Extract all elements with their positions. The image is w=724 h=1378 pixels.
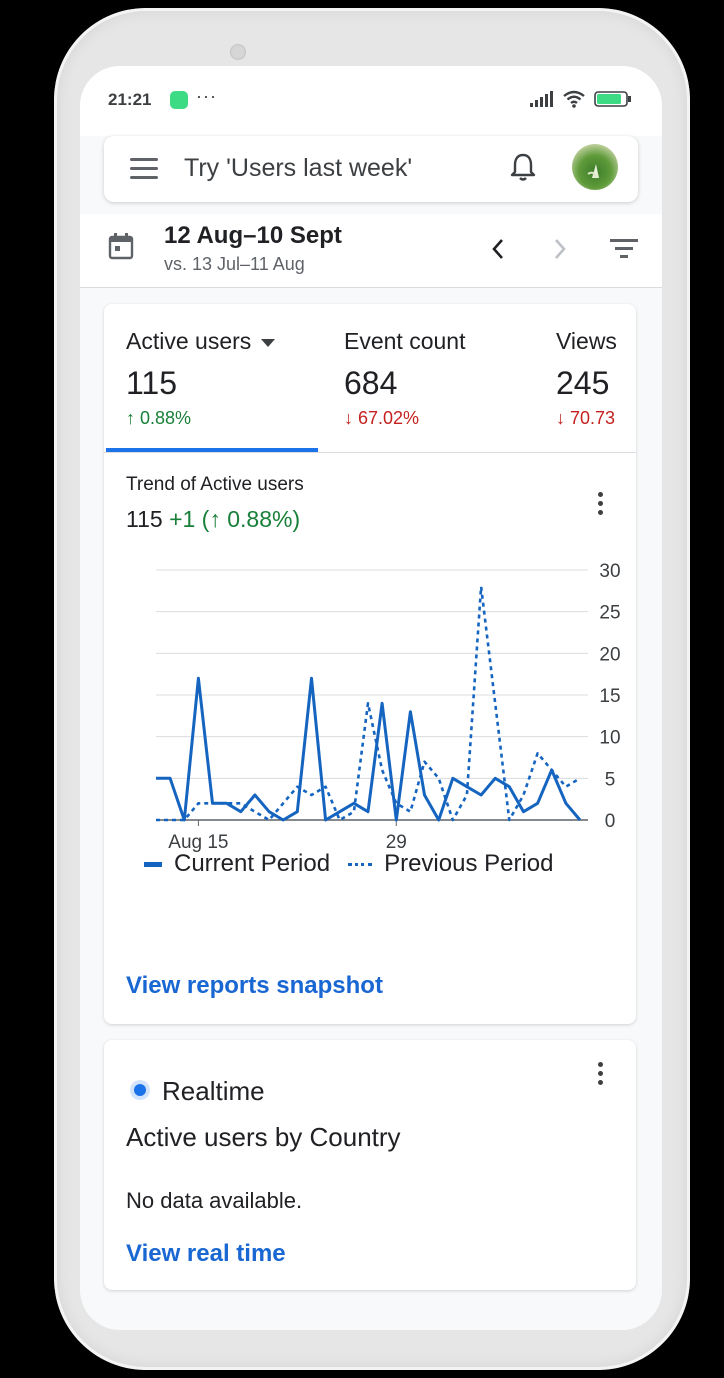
legend-current-period: Current Period bbox=[174, 850, 331, 877]
legend-previous-period: Previous Period bbox=[384, 850, 554, 877]
date-range-bar: 12 Aug–10 Sept vs. 13 Jul–11 Aug bbox=[80, 214, 662, 288]
chevron-right-icon[interactable] bbox=[550, 236, 570, 262]
front-camera bbox=[230, 44, 246, 60]
search-input[interactable]: Try 'Users last week' bbox=[184, 154, 413, 182]
trend-delta: +1 (↑ 0.88%) bbox=[169, 506, 301, 532]
legend-solid-swatch bbox=[144, 861, 162, 867]
realtime-subtitle: Active users by Country bbox=[126, 1122, 401, 1152]
metric-value: 115 bbox=[126, 365, 178, 401]
y-tick-label: 0 bbox=[605, 811, 616, 832]
metrics-card: Active users 115 ↑ 0.88% Event count 684… bbox=[104, 304, 636, 1024]
filter-icon[interactable] bbox=[610, 236, 638, 260]
chevron-left-icon[interactable] bbox=[488, 236, 508, 262]
y-tick-label: 5 bbox=[605, 769, 616, 790]
metric-tab-active-users[interactable]: Active users 115 ↑ 0.88% bbox=[126, 328, 276, 429]
status-bar: 21:21 ··· bbox=[80, 66, 662, 136]
trend-chart: 30 25 20 15 10 5 0 Aug 15 29 bbox=[156, 561, 621, 853]
metric-value: 245 bbox=[556, 365, 610, 401]
y-tick-label: 30 bbox=[599, 561, 620, 582]
y-tick-label: 15 bbox=[599, 686, 620, 707]
notification-app-icon bbox=[170, 91, 188, 109]
live-indicator-dot bbox=[134, 1084, 146, 1096]
legend-dotted-swatch bbox=[348, 862, 373, 866]
trend-value: 115 bbox=[126, 506, 163, 532]
view-real-time-link[interactable]: View real time bbox=[126, 1240, 286, 1267]
y-tick-label: 10 bbox=[599, 728, 620, 749]
signal-icon bbox=[530, 91, 553, 107]
view-reports-snapshot-link[interactable]: View reports snapshot bbox=[126, 972, 383, 999]
metric-tab-event-count[interactable]: Event count 684 ↓ 67.02% bbox=[344, 328, 465, 429]
realtime-card: Realtime Active users by Country No data… bbox=[104, 1040, 636, 1290]
realtime-title: Realtime bbox=[162, 1076, 265, 1106]
status-time: 21:21 bbox=[108, 90, 152, 109]
metric-tab-views[interactable]: Views 245 ↓ 70.73 bbox=[556, 328, 617, 429]
no-data-message: No data available. bbox=[126, 1188, 303, 1213]
metric-change: ↑ 0.88% bbox=[126, 408, 192, 428]
more-options-icon[interactable] bbox=[588, 1062, 612, 1092]
y-tick-label: 25 bbox=[599, 603, 620, 624]
trend-title: Trend of Active users bbox=[126, 474, 304, 495]
series-line-previous-period bbox=[156, 585, 581, 822]
metric-change: ↓ 70.73 bbox=[556, 408, 616, 428]
battery-icon bbox=[594, 91, 631, 107]
metric-label: Event count bbox=[344, 328, 466, 354]
trend-summary: 115 +1 (↑ 0.88%) bbox=[126, 506, 300, 533]
metric-value: 684 bbox=[344, 365, 398, 401]
status-more-indicator: ··· bbox=[196, 86, 217, 106]
series-line-current-period bbox=[156, 676, 582, 822]
metric-change: ↓ 67.02% bbox=[344, 408, 420, 428]
hamburger-menu-icon[interactable] bbox=[130, 158, 158, 180]
wifi-icon bbox=[563, 90, 585, 108]
x-tick-label: Aug 15 bbox=[168, 832, 228, 853]
date-range-current[interactable]: 12 Aug–10 Sept bbox=[164, 222, 342, 249]
search-bar[interactable]: Try 'Users last week' bbox=[104, 136, 638, 202]
y-tick-label: 20 bbox=[599, 644, 620, 665]
selected-tab-indicator bbox=[106, 448, 318, 452]
metric-label: Active users bbox=[126, 328, 276, 355]
calendar-icon[interactable] bbox=[108, 232, 134, 260]
chart-legend: Current Period Previous Period bbox=[144, 850, 554, 878]
status-icons bbox=[530, 90, 634, 108]
app-screen: 21:21 ··· bbox=[80, 66, 662, 1330]
x-tick-label: 29 bbox=[386, 832, 407, 853]
avatar-plant-icon bbox=[587, 164, 599, 179]
metric-label: Views bbox=[556, 328, 617, 354]
notification-bell-icon[interactable] bbox=[508, 151, 538, 183]
tab-divider bbox=[104, 452, 636, 453]
date-range-comparison: vs. 13 Jul–11 Aug bbox=[164, 254, 305, 274]
dropdown-caret-icon[interactable] bbox=[261, 338, 276, 347]
more-options-icon[interactable] bbox=[588, 492, 612, 522]
account-avatar[interactable] bbox=[572, 144, 618, 190]
